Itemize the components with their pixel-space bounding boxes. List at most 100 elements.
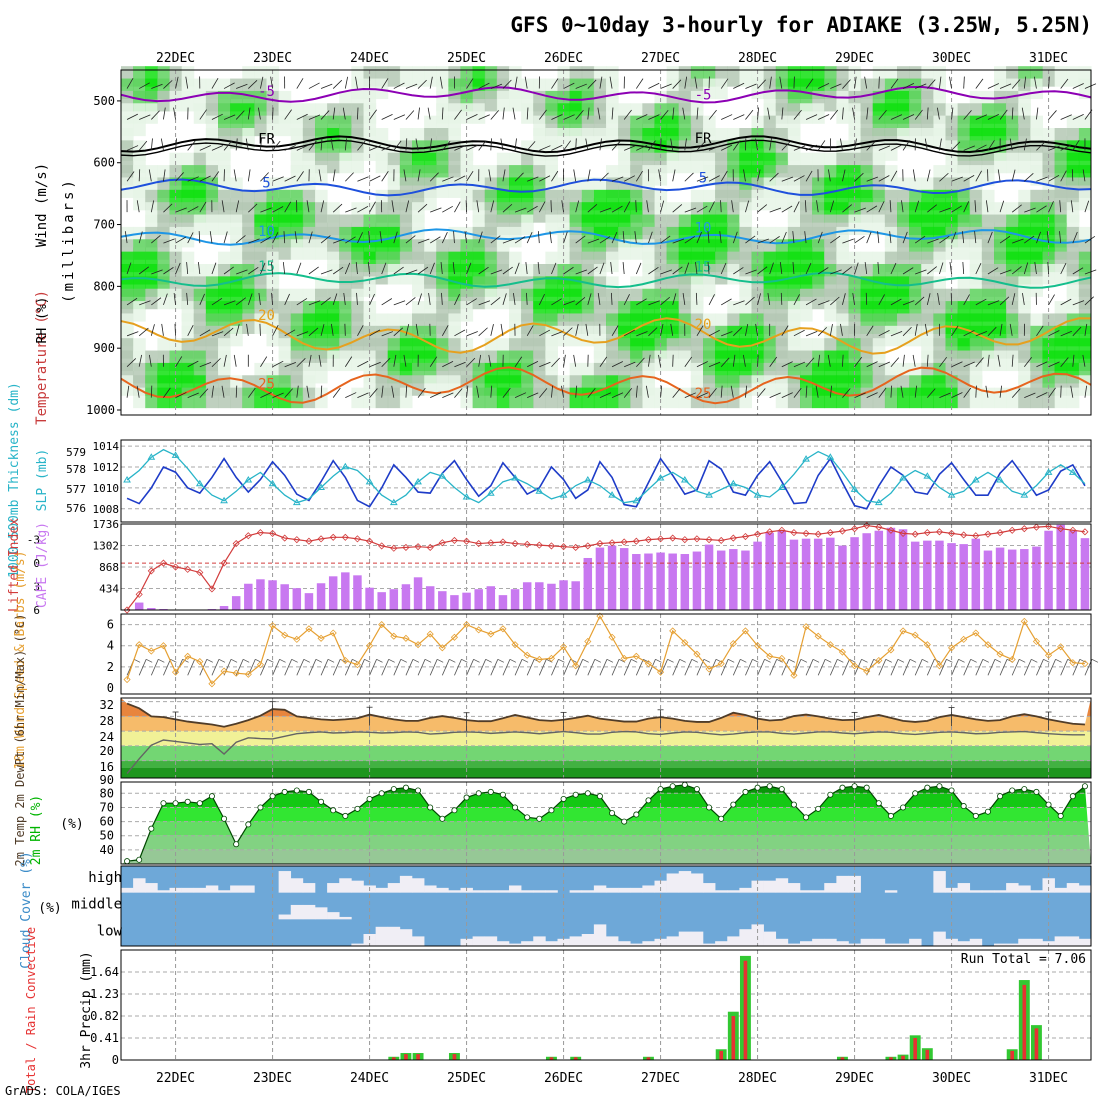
wind-barb	[817, 267, 829, 275]
wind-barb	[187, 176, 199, 182]
wind-barb	[1048, 294, 1055, 306]
wind-barb	[126, 358, 137, 368]
wind-barb	[198, 262, 201, 275]
cape-bar	[316, 583, 326, 610]
wind-barb	[466, 262, 472, 275]
wind-barb	[260, 76, 264, 89]
cloud-bar	[472, 936, 486, 946]
wind-barb	[308, 231, 313, 244]
wind10-marker	[511, 641, 519, 649]
wind-barb	[721, 144, 733, 151]
ua-ytick: 900	[93, 341, 115, 355]
rh-marker	[1057, 812, 1064, 819]
rh-cell	[994, 350, 1007, 372]
wind-barb	[442, 360, 454, 368]
wind10-barb	[817, 659, 826, 676]
wind10-marker	[996, 650, 1004, 658]
wind-barb	[539, 388, 548, 398]
wind-barb	[660, 83, 672, 89]
wind-barb	[551, 114, 563, 120]
wind-barb	[1060, 330, 1072, 337]
wind10-barb-flag	[509, 658, 517, 663]
li-marker	[1057, 525, 1065, 533]
wind-barb	[927, 388, 936, 398]
wind10-barb-flag	[521, 658, 529, 663]
cloud-bar	[654, 938, 667, 946]
wind10-barb-flag	[837, 658, 844, 663]
wind10-barb	[1023, 659, 1032, 676]
cloud-bar	[327, 883, 340, 893]
wind10-marker	[814, 632, 822, 640]
li-marker	[693, 535, 701, 543]
wind-barb	[830, 83, 842, 89]
wind10-barb-flag	[327, 658, 335, 663]
wind10-barb-flag	[897, 658, 905, 663]
wind-barb	[672, 388, 681, 398]
cape-bar	[474, 589, 483, 610]
wind-barb	[526, 205, 538, 213]
wind-barb	[417, 387, 426, 398]
wind-barb	[877, 231, 880, 244]
slp-left-tick: 577	[66, 483, 86, 496]
rh-cell	[581, 387, 595, 409]
wind-barb	[538, 109, 547, 120]
li-marker	[656, 535, 665, 543]
wind-barb	[478, 82, 490, 89]
wind-barb	[793, 145, 806, 151]
rh-band	[121, 849, 1091, 864]
wind-barb	[660, 385, 663, 398]
wind-barb	[488, 354, 492, 367]
wind-barb	[924, 323, 928, 336]
wind10-barb	[648, 659, 656, 676]
thickness-marker	[899, 474, 907, 481]
thickness-marker	[462, 493, 471, 500]
rh-cell	[496, 90, 510, 112]
wind10-barb-flag	[764, 658, 771, 663]
wind-barb	[369, 109, 377, 120]
wind-barb	[781, 231, 787, 244]
wind-barb	[658, 354, 661, 367]
wind10-marker	[559, 643, 568, 651]
wind10-barb	[163, 659, 171, 676]
cloud-bar	[1066, 883, 1080, 893]
rh-cell	[315, 239, 328, 260]
rh-cell	[509, 90, 522, 112]
wind10-barb	[490, 659, 499, 676]
rh-cell	[800, 301, 813, 322]
rh-cell	[315, 387, 328, 409]
wind-barb	[126, 77, 134, 89]
wind-barb	[696, 176, 709, 182]
wind-barb	[199, 175, 211, 182]
wind-barb	[757, 388, 766, 398]
wind-barb	[537, 231, 540, 244]
wind-barb	[345, 172, 354, 182]
wind10-marker	[826, 641, 834, 649]
wind10-marker	[656, 668, 665, 676]
rh-cell	[751, 189, 765, 211]
wind-barb	[926, 354, 929, 367]
panel-frame	[120, 781, 1092, 865]
wind-barb	[730, 385, 734, 398]
wind-barb	[211, 171, 220, 182]
wind-barb	[175, 392, 187, 398]
wind-barb	[696, 205, 708, 213]
wind-barb	[357, 360, 369, 368]
wind-barb	[163, 293, 168, 306]
rh-tick: 40	[100, 843, 114, 857]
cape-bar	[983, 550, 993, 610]
wind-barb	[138, 82, 150, 89]
wind-barb	[429, 356, 438, 367]
wind-barb	[842, 169, 846, 182]
wind-barb	[757, 204, 768, 213]
wind-barb	[804, 200, 807, 213]
rh-cell	[812, 103, 825, 124]
wind10-barb-flag	[230, 658, 238, 663]
wind10-barb	[441, 659, 450, 676]
wind-barb	[902, 83, 915, 89]
wind-barb	[951, 205, 962, 213]
wind-barb	[1011, 266, 1022, 275]
cape-bar	[850, 537, 859, 610]
wind-barb	[624, 361, 636, 368]
wind10-barb	[502, 659, 511, 676]
cloud-bar	[133, 878, 146, 893]
